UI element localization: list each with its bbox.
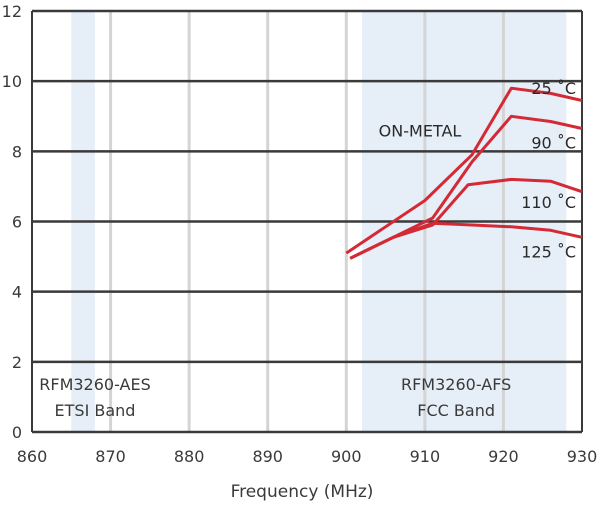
band-label-line2: ETSI Band [55,401,136,420]
x-axis-title: Frequency (MHz) [231,482,374,502]
y-tick-label: 12 [2,2,22,21]
y-tick-label: 2 [12,353,22,372]
band-label-line2: FCC Band [417,401,495,420]
chart-labels: 860 870 880 890 900 910 920 930 0 2 4 6 8 10 12 RFM3260… [2,2,598,466]
y-tick-label: 0 [12,423,22,442]
series-line-3 [349,221,583,260]
x-tick-label: 880 [174,447,205,466]
x-tick-label: 870 [95,447,126,466]
x-tick-label: 860 [17,447,48,466]
x-tick-label: 930 [567,447,598,466]
series-label: 125 ˚C [521,242,576,261]
series-line-1 [349,114,583,260]
series-line-0 [345,86,583,255]
y-tick-label: 6 [12,213,22,232]
band-label-line1: RFM3260-AES [39,375,150,394]
y-tick-label: 4 [12,283,22,302]
x-tick-label: 910 [410,447,441,466]
series-label: 90 ˚C [531,134,576,153]
x-tick-label: 900 [331,447,362,466]
series-label: 110 ˚C [521,193,576,212]
y-tick-label: 8 [12,142,22,161]
series-lines [345,86,583,260]
x-tick-label: 920 [488,447,519,466]
on-metal-annotation: ON-METAL [379,121,462,140]
band-label-line1: RFM3260-AFS [401,375,511,394]
series-label: 25 ˚C [531,79,576,98]
y-tick-label: 10 [2,72,22,91]
x-tick-label: 890 [252,447,283,466]
